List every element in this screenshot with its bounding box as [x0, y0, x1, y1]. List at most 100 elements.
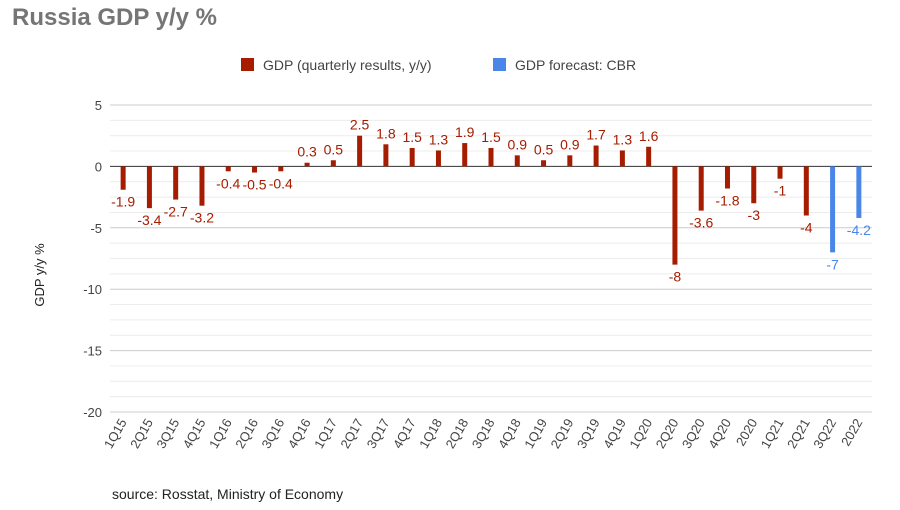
x-tick-label: 2Q17	[337, 416, 366, 451]
bar	[777, 166, 783, 179]
x-tick-label: 3Q15	[153, 416, 182, 451]
bar	[856, 166, 862, 218]
data-label: -2.7	[164, 204, 188, 220]
bar	[541, 160, 547, 167]
x-tick-label: 1Q19	[521, 416, 550, 451]
x-tick-label: 3Q20	[679, 416, 708, 451]
data-label: 0.3	[297, 144, 317, 160]
x-tick-label: 2Q21	[784, 416, 813, 451]
x-tick-label: 2Q20	[653, 416, 682, 451]
data-label: 1.8	[376, 125, 396, 141]
y-tick-label: -15	[83, 344, 102, 359]
x-axis-ticks: 1Q152Q153Q154Q151Q162Q163Q164Q161Q172Q17…	[101, 416, 866, 451]
legend-swatch	[241, 58, 254, 71]
x-tick-label: 4Q15	[180, 416, 209, 451]
x-tick-label: 3Q17	[364, 416, 393, 451]
x-tick-label: 1Q20	[626, 416, 655, 451]
x-tick-label: 2022	[838, 416, 865, 449]
bar	[751, 166, 757, 204]
x-tick-label: 3Q22	[810, 416, 839, 451]
data-label: 0.9	[560, 136, 580, 152]
x-tick-label: 4Q19	[600, 416, 629, 451]
bar	[357, 135, 363, 167]
y-tick-label: -20	[83, 405, 102, 420]
bar	[619, 150, 625, 167]
data-label: -8	[669, 269, 682, 285]
data-label: 0.5	[534, 141, 554, 157]
bar	[672, 166, 678, 265]
bar	[435, 150, 441, 167]
bar	[278, 166, 284, 172]
bar	[199, 166, 205, 206]
x-tick-label: 1Q18	[416, 416, 445, 451]
bar	[462, 143, 468, 167]
bar	[593, 145, 599, 167]
y-axis-ticks: 5 0 -5 -10 -15 -20	[83, 98, 102, 420]
bars	[120, 135, 862, 265]
x-tick-label: 4Q18	[495, 416, 524, 451]
chart-title: Russia GDP y/y %	[12, 4, 217, 31]
y-tick-label: -5	[90, 221, 102, 236]
bar	[120, 166, 126, 190]
x-tick-label: 3Q16	[258, 416, 287, 451]
data-label: 0.9	[508, 136, 528, 152]
bar	[383, 144, 389, 167]
bar	[488, 147, 494, 167]
data-label: -0.5	[242, 177, 266, 193]
x-tick-label: 1Q16	[206, 416, 235, 451]
data-label: 1.6	[639, 128, 659, 144]
y-tick-label: -10	[83, 282, 102, 297]
x-tick-label: 3Q19	[574, 416, 603, 451]
bar	[173, 166, 179, 200]
data-label: -1.9	[111, 194, 135, 210]
x-tick-label: 4Q16	[285, 416, 314, 451]
bar	[803, 166, 809, 216]
data-label: 2.5	[350, 117, 370, 133]
source-note: source: Rosstat, Ministry of Economy	[112, 486, 344, 502]
bar	[409, 147, 415, 167]
bar	[698, 166, 704, 211]
x-tick-label: 3Q18	[469, 416, 498, 451]
data-label: 1.9	[455, 124, 475, 140]
legend: GDP (quarterly results, y/y) GDP forecast…	[241, 57, 636, 73]
x-tick-label: 1Q21	[758, 416, 787, 451]
data-label: -0.4	[216, 175, 240, 191]
data-label: -3.6	[689, 215, 713, 231]
bar	[225, 166, 231, 172]
data-label: 1.5	[402, 129, 422, 145]
x-tick-label: 2020	[733, 416, 760, 449]
bar	[330, 160, 336, 167]
bar	[304, 162, 310, 167]
y-tick-label: 0	[95, 159, 102, 174]
x-tick-label: 4Q17	[390, 416, 419, 451]
x-tick-label: 2Q18	[442, 416, 471, 451]
x-tick-label: 4Q20	[705, 416, 734, 451]
data-label: -1.8	[715, 193, 739, 209]
x-tick-label: 2Q19	[548, 416, 577, 451]
data-label: -3	[748, 207, 761, 223]
data-labels: -1.9-3.4-2.7 -3.2-0.4 -0.5 -0.40.3 0.52.51.8…	[111, 117, 871, 285]
data-label: -7	[826, 256, 839, 272]
gridlines	[110, 104, 872, 413]
bar	[567, 155, 573, 167]
data-label: -1	[774, 183, 787, 199]
bar	[252, 166, 258, 173]
x-tick-label: 2Q15	[127, 416, 156, 451]
x-tick-label: 1Q17	[311, 416, 340, 451]
data-label: 1.5	[481, 129, 501, 145]
x-tick-label: 1Q15	[101, 416, 130, 451]
data-label: 1.7	[586, 127, 606, 143]
legend-swatch	[493, 58, 506, 71]
y-tick-label: 5	[95, 98, 102, 113]
data-label: 1.3	[429, 131, 449, 147]
legend-label: GDP (quarterly results, y/y)	[263, 57, 432, 73]
bar	[724, 166, 730, 189]
data-label: -3.4	[137, 212, 161, 228]
data-label: 0.5	[324, 141, 344, 157]
legend-label: GDP forecast: CBR	[515, 57, 636, 73]
bar	[514, 155, 520, 167]
data-label: -4	[800, 220, 813, 236]
bar	[830, 166, 836, 253]
data-label: -3.2	[190, 210, 214, 226]
